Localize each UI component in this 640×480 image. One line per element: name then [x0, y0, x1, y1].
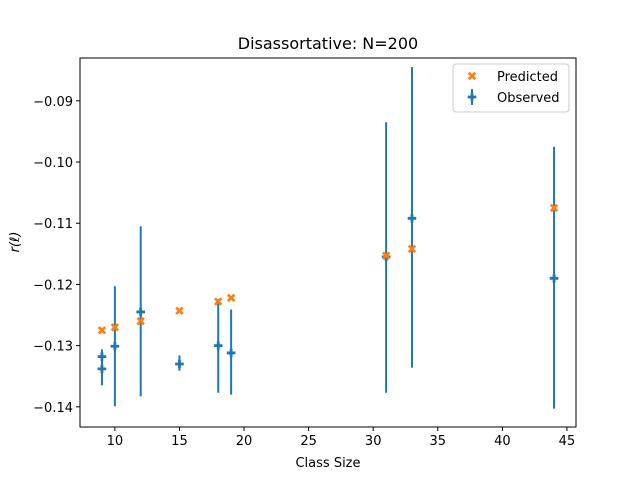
plot-frame — [79, 57, 577, 428]
x-tick-label: 25 — [300, 434, 317, 449]
x-axis: 10 15 20 25 30 35 40 45 — [107, 427, 576, 449]
x-tick-label: 30 — [365, 434, 382, 449]
predicted-point — [214, 297, 223, 306]
observed-point — [407, 214, 417, 223]
x-tick-label: 35 — [430, 434, 447, 449]
x-tick-label: 20 — [236, 434, 253, 449]
legend-observed-marker-shape — [467, 92, 477, 102]
y-tick-label: −0.12 — [33, 278, 73, 293]
observed-point — [97, 352, 107, 361]
legend: Predicted Observed — [452, 63, 570, 113]
observed-point — [226, 348, 236, 358]
predicted-point — [549, 203, 559, 213]
x-tick-label: 40 — [494, 434, 511, 449]
y-tick-label: −0.14 — [33, 401, 73, 416]
legend-observed-marker — [467, 89, 477, 105]
predicted-point — [110, 323, 120, 332]
y-tick-label: −0.09 — [33, 95, 73, 110]
x-tick-label: 10 — [107, 434, 124, 449]
legend-predicted-marker — [467, 71, 477, 81]
legend-box — [452, 63, 570, 113]
legend-observed-label: Observed — [497, 91, 560, 106]
y-axis: −0.14 −0.13 −0.12 −0.11 −0.10 −0.09 — [33, 95, 80, 416]
observed-point — [97, 364, 107, 374]
observed-point — [213, 341, 223, 350]
y-tick-label: −0.13 — [33, 340, 73, 355]
observed-point — [175, 359, 184, 369]
observed-point — [110, 341, 120, 351]
plot-area — [97, 67, 559, 409]
chart-title: Disassortative: N=200 — [238, 34, 418, 53]
x-axis-label: Class Size — [295, 456, 360, 471]
legend-predicted-marker-shape — [467, 71, 477, 81]
predicted-point — [381, 251, 391, 260]
observed-point — [136, 307, 146, 317]
observed-point — [549, 273, 559, 283]
predicted-point — [97, 326, 107, 335]
predicted-point — [175, 306, 184, 315]
x-tick-label: 15 — [171, 434, 188, 449]
legend-predicted-label: Predicted — [497, 70, 558, 85]
y-tick-label: −0.11 — [33, 217, 73, 232]
predicted-point — [136, 316, 145, 326]
predicted-point — [407, 244, 417, 254]
y-axis-label: r(ℓ) — [8, 232, 23, 253]
y-tick-label: −0.10 — [33, 156, 73, 171]
predicted-point — [226, 293, 236, 303]
x-tick-label: 45 — [559, 434, 576, 449]
